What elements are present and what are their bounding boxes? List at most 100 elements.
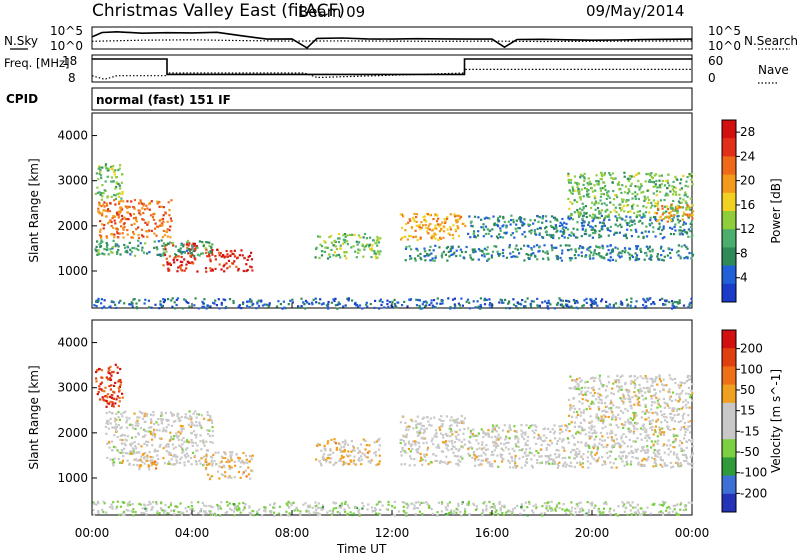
velocity-echo-cell — [347, 450, 350, 453]
velocity-echo-cell — [107, 420, 110, 423]
power-echo-cell — [112, 165, 115, 168]
velocity-echo-cell — [668, 374, 671, 377]
velocity-echo-cell — [171, 463, 174, 466]
power-echo-cell — [207, 251, 210, 254]
power-echo-cell — [521, 233, 524, 236]
power-echo-cell — [404, 247, 408, 250]
velocity-echo-cell — [630, 407, 633, 410]
power-echo-cell — [246, 268, 249, 272]
power-echo-cell — [690, 252, 694, 255]
power-echo-cell — [181, 250, 184, 254]
velocity-echo-cell — [583, 428, 586, 431]
power-echo-cell — [690, 257, 693, 260]
velocity-echo-cell — [646, 377, 649, 380]
power-echo-cell — [505, 225, 508, 228]
power-echo-cell — [210, 246, 213, 249]
power-echo-cell — [576, 190, 579, 193]
power-echo-cell — [484, 232, 488, 236]
velocity-echo-cell — [242, 471, 245, 474]
power-echo-cell — [581, 174, 584, 177]
velocity-echo-cell — [633, 426, 636, 429]
velocity-echo-cell — [590, 435, 593, 438]
velocity-echo-cell — [592, 389, 595, 392]
power-echo-cell — [588, 180, 591, 183]
power-echo-cell — [579, 173, 582, 176]
power-echo-cell — [683, 213, 686, 216]
velocity-echo-cell — [461, 457, 464, 460]
power-echo-cell — [606, 191, 609, 194]
power-echo-cell — [98, 212, 101, 215]
velocity-echo-cell — [143, 415, 146, 418]
power-echo-cell — [408, 234, 411, 238]
power-echo-cell — [508, 244, 511, 247]
velocity-echo-cell — [251, 469, 254, 472]
velocity-echo-cell — [646, 458, 649, 461]
velocity-echo-cell — [597, 392, 600, 395]
velocity-echo-cell — [646, 506, 649, 509]
power-echo-cell — [256, 302, 259, 305]
velocity-echo-cell — [425, 427, 428, 430]
velocity-echo-cell — [629, 429, 633, 432]
velocity-echo-cell — [463, 438, 466, 441]
power-echo-cell — [120, 225, 123, 228]
velocity-echo-cell — [531, 424, 534, 427]
power-echo-cell — [229, 254, 232, 257]
velocity-echo-cell — [609, 432, 612, 435]
power-echo-cell — [365, 303, 368, 306]
power-echo-cell — [245, 269, 248, 273]
velocity-echo-cell — [131, 424, 134, 427]
velocity-echo-cell — [171, 443, 174, 446]
velocity-echo-cell — [578, 461, 582, 464]
velocity-echo-cell — [434, 459, 437, 462]
velocity-echo-cell — [580, 411, 583, 414]
velocity-echo-cell — [100, 369, 104, 372]
velocity-echo-cell — [610, 429, 613, 432]
power-echo-cell — [168, 262, 171, 266]
velocity-echo-cell — [676, 463, 680, 466]
power-echo-region — [94, 163, 124, 201]
power-echo-cell — [648, 257, 651, 260]
velocity-echo-cell — [679, 439, 682, 443]
power-echo-cell — [339, 247, 342, 250]
power-echo-cell — [674, 175, 677, 178]
velocity-echo-cell — [119, 367, 122, 371]
velocity-echo-cell — [182, 436, 185, 439]
velocity-echo-cell — [190, 416, 193, 419]
velocity-echo-cell — [344, 502, 347, 505]
power-echo-cell — [320, 250, 323, 253]
power-echo-cell — [609, 252, 612, 255]
velocity-echo-cell — [126, 459, 129, 462]
velocity-echo-cell — [374, 508, 377, 511]
power-echo-cell — [363, 245, 366, 249]
power-echo-cell — [175, 254, 178, 257]
velocity-echo-cell — [229, 507, 232, 510]
power-echo-cell — [584, 230, 587, 233]
velocity-echo-cell — [192, 430, 196, 433]
velocity-echo-cell — [307, 510, 310, 513]
power-echo-cell — [479, 249, 482, 252]
velocity-echo-cell — [532, 505, 535, 508]
power-echo-cell — [530, 232, 533, 235]
power-echo-cell — [533, 230, 536, 233]
power-echo-cell — [610, 176, 613, 179]
velocity-echo-cell — [121, 434, 124, 437]
velocity-echo-cell — [170, 424, 174, 427]
power-echo-cell — [148, 203, 151, 206]
power-echo-cell — [132, 233, 136, 236]
power-echo-cell — [450, 245, 453, 248]
power-echo-cell — [658, 185, 661, 188]
power-echo-cell — [346, 243, 349, 246]
velocity-echo-cell — [111, 458, 115, 461]
power-echo-cell — [549, 234, 553, 237]
power-echo-cell — [401, 304, 404, 307]
power-echo-cell — [440, 254, 443, 257]
power-echo-cell — [282, 300, 285, 303]
power-echo-cell — [99, 193, 102, 196]
velocity-echo-cell — [111, 440, 114, 443]
velocity-echo-cell — [684, 403, 688, 406]
power-echo-cell — [616, 225, 619, 228]
velocity-echo-cell — [656, 435, 659, 438]
power-echo-cell — [497, 225, 500, 228]
power-echo-cell — [496, 237, 500, 240]
power-echo-cell — [676, 218, 679, 221]
